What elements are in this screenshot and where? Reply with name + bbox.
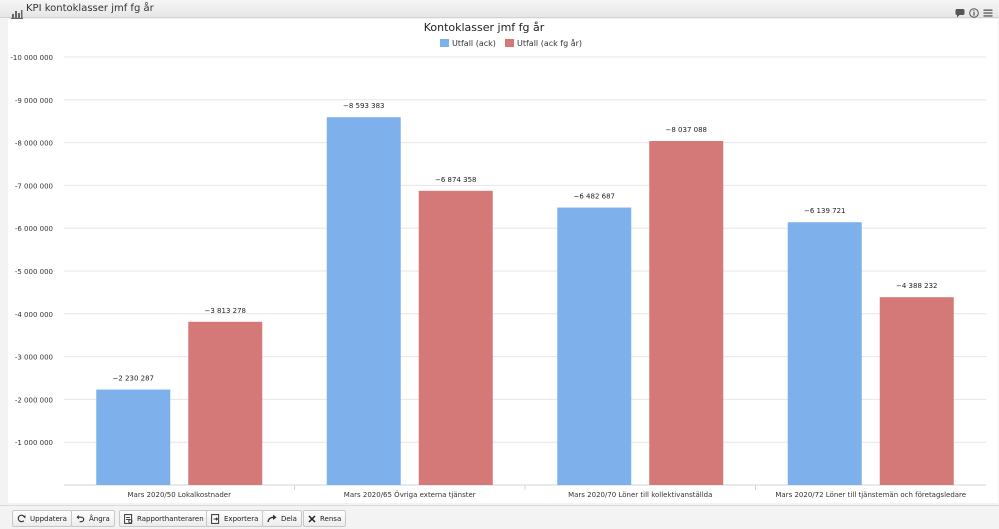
chart-legend: Utfall (ack) Utfall (ack fg år) — [440, 38, 582, 48]
bar-data-label: −6 139 721 — [804, 207, 846, 215]
bar-chart: Kontoklasser jmf fg år Utfall (ack) Utfa… — [10, 21, 986, 499]
undo-button[interactable]: Ångra — [71, 510, 115, 527]
refresh-icon — [17, 514, 26, 523]
share-button-label: Dela — [281, 514, 297, 523]
x-tick-label: Mars 2020/70 Löner till kollektivanställ… — [568, 491, 712, 499]
clear-button[interactable]: Rensa — [303, 510, 347, 527]
legend-swatch-utfall-ack — [440, 39, 449, 47]
bar-chart-icon — [11, 4, 23, 19]
bar-data-label: −3 813 278 — [205, 307, 247, 315]
bar-utfall-ack[interactable] — [96, 389, 171, 485]
update-button[interactable]: Uppdatera — [12, 510, 72, 527]
undo-icon — [76, 515, 85, 523]
report-icon — [124, 513, 133, 524]
share-button[interactable]: Dela — [262, 510, 302, 527]
x-axis-labels: Mars 2020/50 Lokalkostnader Mars 2020/65 … — [128, 490, 967, 499]
bar-data-label: −2 230 287 — [113, 375, 155, 383]
y-tick-label: -4 000 000 — [15, 311, 53, 319]
y-tick-label: -1 000 000 — [15, 439, 53, 447]
report-manager-button[interactable]: Rapporthanteraren — [119, 510, 217, 527]
y-tick-label: -10 000 000 — [10, 54, 53, 62]
y-tick-label: -2 000 000 — [15, 396, 53, 404]
bar-utfall-ack-fg-ar[interactable] — [418, 190, 493, 486]
legend-item-utfall-ack-fg-ar[interactable]: Utfall (ack fg år) — [517, 38, 582, 48]
bottom-toolbar: Uppdatera Ångra Rapporthanteraren Export… — [0, 505, 999, 529]
y-tick-label: -9 000 000 — [15, 97, 53, 105]
y-axis-labels: -10 000 000 -9 000 000 -8 000 000 -7 000 00… — [10, 54, 53, 447]
report-manager-button-label: Rapporthanteraren — [137, 514, 204, 523]
clear-button-label: Rensa — [320, 514, 342, 523]
legend-swatch-utfall-ack-fg-ar — [505, 39, 514, 47]
bar-utfall-ack[interactable] — [557, 207, 632, 485]
bar-data-labels: −2 230 287 −3 813 278 −8 593 383 −6 874 358… — [113, 102, 938, 382]
panel-titlebar: KPI kontoklasser jmf fg år — [0, 0, 999, 19]
export-button[interactable]: Exportera — [206, 510, 264, 527]
comment-icon[interactable] — [955, 3, 965, 18]
bar-data-label: −8 037 088 — [666, 126, 708, 134]
bar-data-label: −8 593 383 — [343, 102, 385, 110]
chart-title: Kontoklasser jmf fg år — [424, 21, 545, 34]
x-tick-label: Mars 2020/50 Lokalkostnader — [128, 491, 232, 499]
y-tick-label: -6 000 000 — [15, 225, 53, 233]
menu-icon[interactable] — [983, 3, 993, 17]
bar-data-label: −6 874 358 — [435, 176, 477, 184]
x-tick-label: Mars 2020/72 Löner till tjänstemän och f… — [775, 491, 966, 499]
close-icon — [308, 514, 316, 523]
panel-title: KPI kontoklasser jmf fg år — [26, 3, 154, 14]
bar-utfall-ack[interactable] — [787, 222, 862, 485]
bar-data-label: −4 388 232 — [896, 282, 938, 290]
info-icon[interactable] — [969, 3, 979, 18]
y-tick-label: -3 000 000 — [15, 354, 53, 362]
y-tick-label: -8 000 000 — [15, 140, 53, 148]
bar-utfall-ack-fg-ar[interactable] — [649, 141, 724, 485]
export-icon — [211, 513, 220, 524]
undo-button-label: Ångra — [89, 514, 110, 523]
bar-data-label: −6 482 687 — [574, 193, 616, 201]
update-button-label: Uppdatera — [30, 514, 67, 523]
x-tick-label: Mars 2020/65 Övriga externa tjänster — [344, 490, 476, 499]
y-tick-label: -5 000 000 — [15, 268, 53, 276]
y-tick-label: -7 000 000 — [15, 182, 53, 190]
legend-item-utfall-ack[interactable]: Utfall (ack) — [452, 39, 496, 48]
chart-bars — [96, 117, 954, 486]
bar-utfall-ack-fg-ar[interactable] — [188, 321, 263, 485]
bar-utfall-ack[interactable] — [326, 117, 401, 485]
chart-area: Kontoklasser jmf fg år Utfall (ack) Utfa… — [8, 19, 998, 503]
share-icon — [267, 514, 277, 523]
bar-utfall-ack-fg-ar[interactable] — [879, 297, 954, 485]
export-button-label: Exportera — [224, 514, 259, 523]
